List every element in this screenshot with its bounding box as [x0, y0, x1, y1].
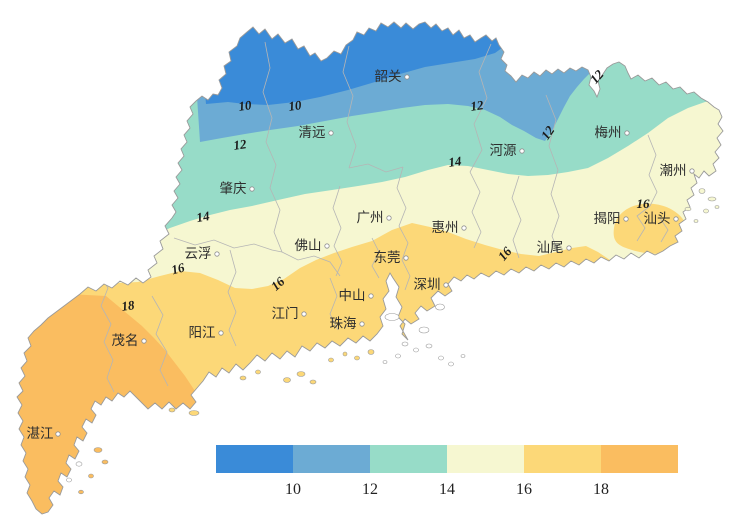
- city-label: 珠海: [330, 316, 357, 331]
- isotherm-label: 16: [170, 259, 187, 277]
- city-label: 河源: [490, 143, 518, 158]
- islands-orange: [78, 447, 109, 495]
- city-label: 江门: [272, 306, 299, 321]
- band-below-10: [196, 22, 512, 105]
- legend-tick-label: 16: [516, 481, 532, 498]
- isotherm-label: 14: [195, 208, 211, 225]
- prefecture-borders: [96, 41, 669, 393]
- legend-swatch: [293, 445, 370, 473]
- isotherm-label: 16: [637, 196, 651, 211]
- city-label: 深圳: [414, 277, 441, 292]
- legend-swatch: [370, 445, 447, 473]
- city-label: 云浮: [185, 246, 212, 261]
- city-labels: 韶关 清远 肇庆 云浮 佛山 广州 东莞 惠州 深圳 中山 珠海 江门 阳江 茂…: [27, 69, 695, 441]
- legend-tick-label: 18: [593, 481, 609, 498]
- city-label: 韶关: [375, 69, 402, 84]
- islands: [66, 188, 720, 495]
- islands-white: [66, 303, 466, 483]
- isotherm-label: 12: [469, 97, 484, 114]
- city-label: 揭阳: [594, 211, 621, 226]
- city-label: 广州: [357, 210, 384, 225]
- city-label: 湛江: [27, 426, 54, 441]
- city-label: 茂名: [112, 332, 139, 348]
- legend-tick-label: 10: [285, 481, 301, 498]
- isotherm-label: 12: [232, 136, 247, 153]
- isotherm-label: 18: [120, 297, 135, 314]
- city-label: 中山: [339, 288, 366, 303]
- city-label: 阳江: [189, 325, 216, 340]
- city-label: 惠州: [432, 220, 459, 235]
- band-16-18-shantou-pocket: [613, 203, 689, 254]
- islands-pale: [684, 188, 720, 223]
- city-label: 清远: [299, 125, 326, 140]
- city-label: 佛山: [295, 238, 322, 253]
- legend: 10 12 14 16 18: [216, 445, 678, 498]
- isotherm-label: 10: [287, 97, 302, 114]
- isotherm-label: 10: [237, 97, 252, 114]
- islands-yellow: [168, 349, 375, 416]
- city-label: 梅州: [595, 125, 622, 140]
- city-label: 汕头: [644, 211, 671, 226]
- city-markers: [55, 74, 695, 437]
- legend-tick-label: 14: [439, 481, 455, 498]
- city-label: 东莞: [374, 250, 401, 265]
- city-label: 潮州: [660, 163, 687, 178]
- city-label: 汕尾: [537, 240, 564, 255]
- legend-swatch: [524, 445, 601, 473]
- legend-swatch: [447, 445, 524, 473]
- legend-tick-label: 12: [362, 481, 378, 498]
- legend-swatch: [601, 445, 678, 473]
- legend-swatch: [216, 445, 293, 473]
- city-label: 肇庆: [220, 181, 247, 196]
- isotherm-label: 14: [447, 153, 462, 170]
